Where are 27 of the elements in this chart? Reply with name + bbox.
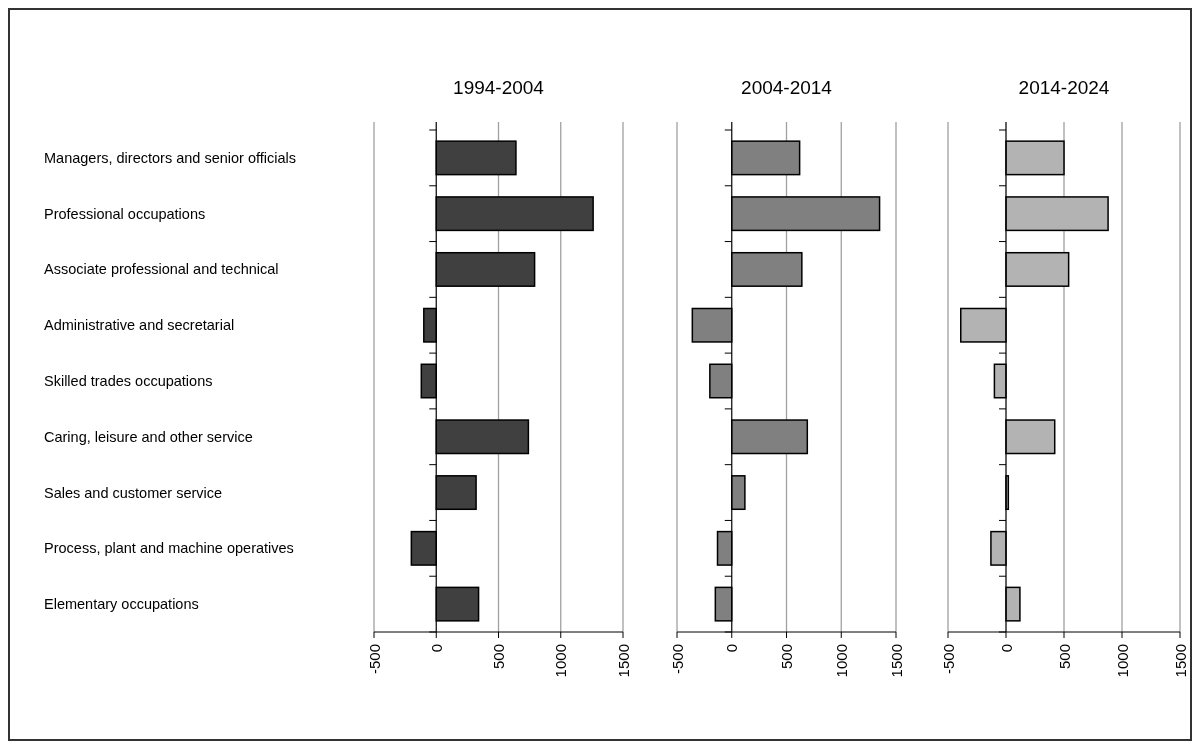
- y-tick-label: Process, plant and machine operatives: [44, 540, 294, 557]
- chart-title: 1994-2004: [453, 77, 545, 98]
- x-tick-label: 0: [427, 644, 445, 653]
- x-tick-label: 1000: [832, 644, 850, 678]
- x-tick-label: 500: [1055, 644, 1073, 670]
- chart-title: 2014-2024: [1018, 77, 1110, 98]
- x-tick-label: 1500: [614, 644, 632, 678]
- x-tick-label: 0: [723, 644, 741, 653]
- y-tick-label: Skilled trades occupations: [44, 373, 213, 389]
- y-tick-label: Associate professional and technical: [44, 261, 279, 278]
- x-tick-label: -500: [365, 644, 383, 675]
- x-tick-label: -500: [668, 644, 686, 675]
- x-tick-label: 1000: [1113, 644, 1131, 678]
- y-tick-label: Elementary occupations: [44, 596, 199, 613]
- y-tick-label: Administrative and secretarial: [44, 317, 235, 334]
- y-tick-label: Sales and customer service: [44, 484, 223, 501]
- x-tick-label: 1500: [1171, 644, 1189, 678]
- x-tick-label: 500: [490, 644, 507, 670]
- y-tick-label: Managers, directors and senior officials: [44, 149, 296, 166]
- x-tick-label: 1000: [552, 644, 570, 678]
- x-tick-label: 0: [997, 644, 1015, 653]
- x-tick-label: 1500: [887, 644, 905, 678]
- y-tick-label: Professional occupations: [44, 205, 206, 222]
- y-tick-label: Caring, leisure and other service: [44, 428, 253, 445]
- x-tick-label: 500: [778, 644, 795, 670]
- x-tick-label: -500: [939, 644, 957, 675]
- chart-title: 2004-2014: [741, 77, 833, 98]
